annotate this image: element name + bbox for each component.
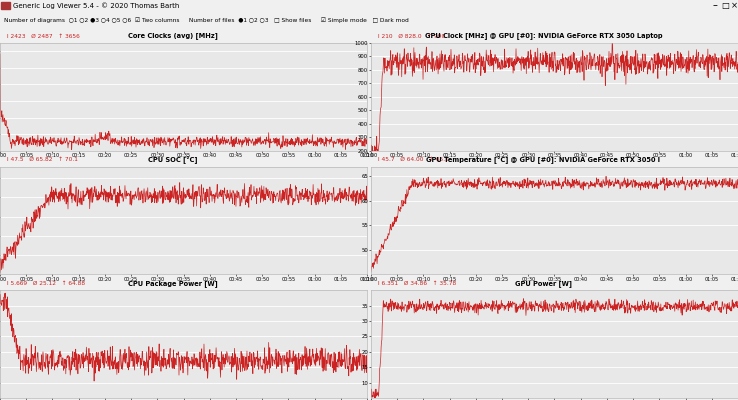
- Text: Core Clocks (avg) [MHz]: Core Clocks (avg) [MHz]: [128, 32, 218, 40]
- Text: –: –: [712, 0, 717, 10]
- Text: l 210   Ø 828.0   ↑ 990: l 210 Ø 828.0 ↑ 990: [378, 34, 446, 38]
- Text: l 45.7   Ø 64.00   ↑ 65.1: l 45.7 Ø 64.00 ↑ 65.1: [378, 157, 449, 162]
- Text: ×: ×: [731, 1, 737, 10]
- Text: l 2423   Ø 2487   ↑ 3656: l 2423 Ø 2487 ↑ 3656: [7, 34, 80, 38]
- Text: l 5.669   Ø 25.12   ↑ 64.88: l 5.669 Ø 25.12 ↑ 64.88: [7, 281, 86, 286]
- Bar: [1, 2, 10, 9]
- Text: CPU SOC [°C]: CPU SOC [°C]: [148, 156, 197, 164]
- Text: □: □: [721, 1, 729, 10]
- Text: l 6.351   Ø 34.86   ↑ 35.78: l 6.351 Ø 34.86 ↑ 35.78: [378, 281, 456, 286]
- Text: GPU Power [W]: GPU Power [W]: [515, 280, 572, 287]
- Text: GPU Clock [MHz] @ GPU [#0]: NVIDIA GeForce RTX 3050 Laptop: GPU Clock [MHz] @ GPU [#0]: NVIDIA GeFor…: [424, 32, 662, 40]
- Text: l 47.5   Ø 65.82   ↑ 70.1: l 47.5 Ø 65.82 ↑ 70.1: [7, 157, 78, 162]
- Text: GPU Temperature [°C] @ GPU [#0]: NVIDIA GeForce RTX 3050 l: GPU Temperature [°C] @ GPU [#0]: NVIDIA …: [427, 156, 661, 164]
- Text: Generic Log Viewer 5.4 - © 2020 Thomas Barth: Generic Log Viewer 5.4 - © 2020 Thomas B…: [13, 2, 179, 9]
- Text: Number of diagrams  ○1 ○2 ●3 ○4 ○5 ○6  ☑ Two columns     Number of files  ●1 ○2 : Number of diagrams ○1 ○2 ●3 ○4 ○5 ○6 ☑ T…: [4, 17, 408, 23]
- Text: CPU Package Power [W]: CPU Package Power [W]: [128, 280, 218, 287]
